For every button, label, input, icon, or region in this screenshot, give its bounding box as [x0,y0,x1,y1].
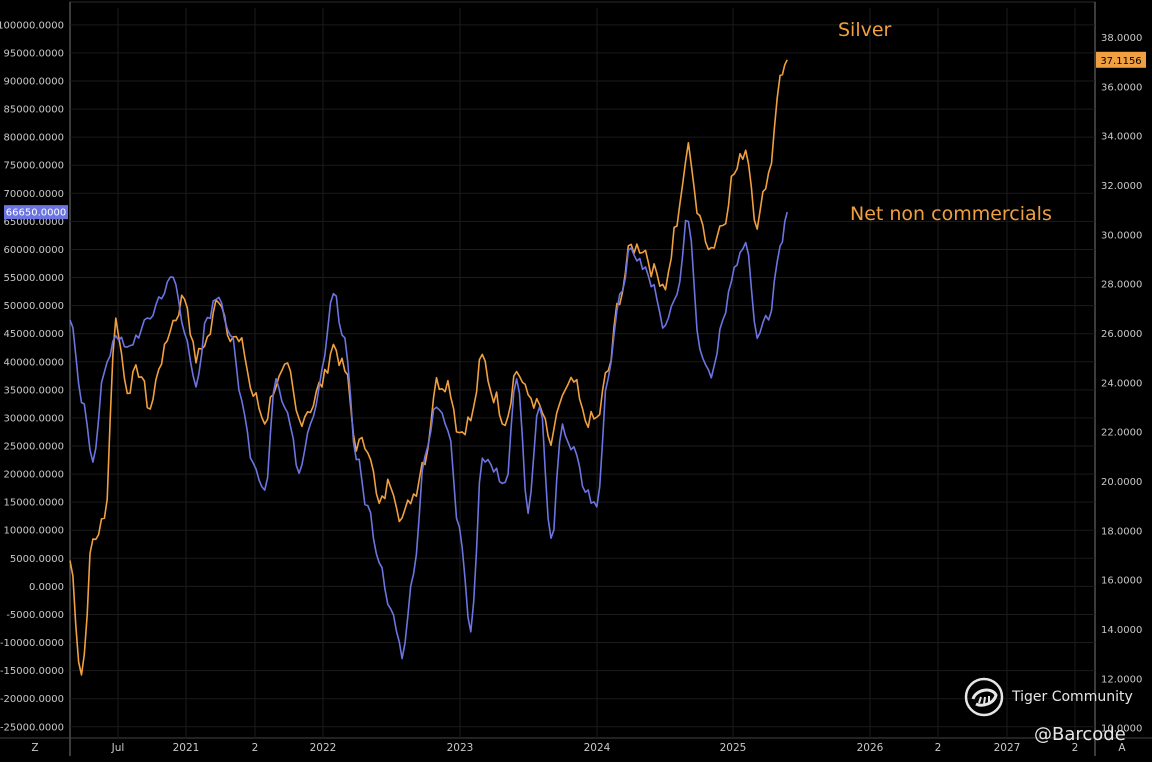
annotation-silver: Silver [838,19,892,41]
left-tick-label: 55000.0000 [4,273,64,284]
annotation-net-non-commercials: Net non commercials [850,203,1052,225]
net-last-value-label: 66650.0000 [6,208,66,219]
silver-last-value-badge [1096,51,1146,68]
right-tick-label: 20.0000 [1101,477,1142,488]
x-tick-label: 2024 [584,742,611,754]
left-tick-label: 40000.0000 [4,357,64,368]
right-tick-label: 30.0000 [1101,230,1142,241]
right-tick-label: 18.0000 [1101,526,1142,537]
x-axis-left-corner-label: Z [31,742,38,754]
right-tick-label: 26.0000 [1101,329,1142,340]
right-tick-label: 16.0000 [1101,576,1142,587]
left-tick-label: 5000.0000 [10,554,64,565]
x-tick-label: 2 [252,742,259,754]
right-axis: 38.0000 36.0000 34.0000 32.0000 30.0000 28.00… [1101,33,1142,735]
left-tick-label: 80000.0000 [4,133,64,144]
left-tick-label: -20000.0000 [0,694,64,705]
right-tick-label: 38.0000 [1101,33,1142,44]
left-tick-label: 100000.0000 [0,20,64,31]
series-line-net-non-commercials [69,211,788,660]
right-tick-label: 34.0000 [1101,132,1142,143]
right-tick-label: 28.0000 [1101,280,1142,291]
left-tick-label: 90000.0000 [4,77,64,88]
tiger-logo-icon [964,677,1004,717]
left-tick-label: 25000.0000 [4,442,64,453]
x-axis-right-corner-label: A [1118,742,1126,754]
right-tick-label: 32.0000 [1101,181,1142,192]
series-layer [69,59,788,676]
x-tick-label: 2026 [857,742,884,754]
left-tick-label: -25000.0000 [0,722,64,733]
last-value-labels: 37.1156 66650.0000 [4,51,1146,220]
left-tick-label: 70000.0000 [4,189,64,200]
x-tick-label: Jul [111,742,125,754]
barcode-handle: @Barcode [1034,724,1126,745]
left-tick-label: 35000.0000 [4,385,64,396]
x-tick-label: 2022 [310,742,337,754]
x-axis: Jul 2021 2 2022 2023 2024 2025 2026 2 2027 2 Z A [31,742,1126,754]
left-tick-label: 45000.0000 [4,329,64,340]
series-line-silver [69,59,788,676]
x-tick-label: 2 [1072,742,1079,754]
left-axis: 100000.0000 95000.0000 90000.0000 85000.000… [0,20,64,733]
tiger-community-text: Tiger Community [1012,689,1133,705]
right-tick-label: 24.0000 [1101,378,1142,389]
left-tick-label: 65000.0000 [4,217,64,228]
left-tick-label: 95000.0000 [4,48,64,59]
left-tick-label: 75000.0000 [4,161,64,172]
left-tick-label: 60000.0000 [4,245,64,256]
right-tick-label: 36.0000 [1101,82,1142,93]
left-tick-label: 15000.0000 [4,498,64,509]
left-tick-label: -5000.0000 [6,610,64,621]
left-tick-label: 30000.0000 [4,413,64,424]
x-tick-label: 2 [935,742,942,754]
right-tick-label: 14.0000 [1101,625,1142,636]
x-tick-label: 2023 [447,742,474,754]
left-tick-label: -10000.0000 [0,638,64,649]
x-tick-label: 2027 [994,742,1021,754]
left-tick-label: 85000.0000 [4,105,64,116]
left-tick-label: -15000.0000 [0,666,64,677]
left-tick-label: 10000.0000 [4,526,64,537]
left-tick-label: 0.0000 [29,582,64,593]
x-tick-label: 2021 [173,742,200,754]
x-tick-label: 2025 [720,742,747,754]
right-tick-label: 10.0000 [1101,724,1142,735]
net-last-value-badge [4,205,68,220]
silver-last-value-label: 37.1156 [1100,56,1141,67]
right-tick-label: 12.0000 [1101,674,1142,685]
right-tick-label: 22.0000 [1101,428,1142,439]
left-tick-label: 20000.0000 [4,470,64,481]
plot-border [69,1,1096,739]
left-tick-label: 50000.0000 [4,301,64,312]
tiger-community-watermark: Tiger Community [964,677,1133,717]
